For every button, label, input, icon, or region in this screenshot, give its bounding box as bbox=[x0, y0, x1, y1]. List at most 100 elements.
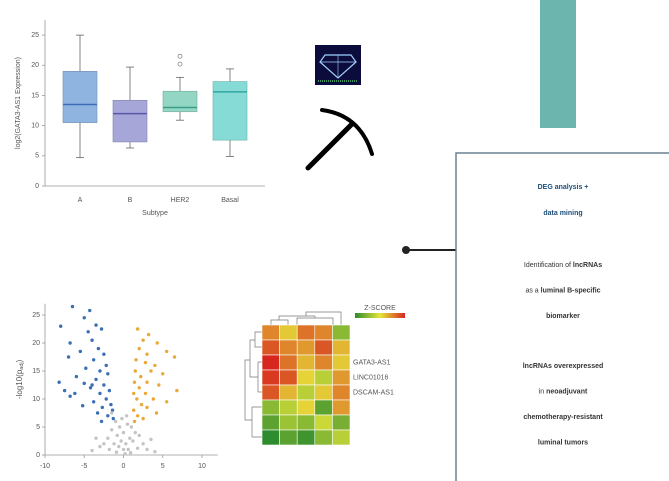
outlier bbox=[178, 54, 182, 58]
callout-bold: neoadjuvant bbox=[546, 388, 588, 395]
heatmap-cell bbox=[280, 385, 298, 400]
point bbox=[105, 397, 108, 400]
heatmap-cell bbox=[297, 325, 315, 340]
heatmap-cell bbox=[262, 355, 280, 370]
point bbox=[134, 369, 137, 372]
point bbox=[112, 417, 115, 420]
point bbox=[131, 439, 134, 442]
colorbar bbox=[355, 313, 405, 318]
callout-bold: lncRNAs overexpressed bbox=[523, 363, 604, 370]
y-axis-label-part: -log10(p bbox=[15, 369, 24, 399]
point bbox=[149, 369, 152, 372]
callout-line: Identification of lncRNAs bbox=[524, 262, 602, 269]
point bbox=[79, 350, 82, 353]
heatmap-cell bbox=[297, 385, 315, 400]
heatmap-cell bbox=[332, 355, 350, 370]
y-axis-label-part: adj bbox=[19, 362, 25, 369]
callout-line: in neoadjuvant bbox=[539, 388, 588, 395]
outlier bbox=[178, 62, 182, 66]
point bbox=[133, 381, 136, 384]
point bbox=[101, 406, 104, 409]
point bbox=[98, 445, 101, 448]
point bbox=[144, 392, 147, 395]
point bbox=[138, 386, 141, 389]
point bbox=[90, 339, 93, 342]
point bbox=[112, 442, 115, 445]
box bbox=[113, 100, 147, 142]
point bbox=[165, 400, 168, 403]
callout-bold: lncRNAs bbox=[573, 262, 602, 269]
point bbox=[155, 411, 158, 414]
heatmap-cell bbox=[262, 340, 280, 355]
callout-line: chemotherapy-resistant bbox=[523, 414, 603, 421]
point bbox=[120, 417, 123, 420]
box bbox=[213, 82, 247, 141]
point bbox=[157, 383, 160, 386]
row-label: LINC01016 bbox=[353, 374, 389, 381]
point bbox=[83, 382, 86, 385]
colorbar-label: Z-SCORE bbox=[364, 305, 396, 312]
teal-bar bbox=[540, 0, 576, 128]
callout-bold: luminal B-specific bbox=[541, 287, 601, 294]
y-tick-label: 25 bbox=[31, 32, 39, 39]
callout-bold: luminal tumors bbox=[538, 439, 588, 446]
callout-text: Identification of bbox=[524, 262, 573, 269]
y-tick-label: 20 bbox=[32, 340, 40, 347]
callout-heading: DEG analysis + bbox=[538, 184, 589, 191]
point bbox=[106, 437, 109, 440]
point bbox=[90, 449, 93, 452]
point bbox=[134, 431, 137, 434]
point bbox=[127, 448, 130, 451]
y-tick-label: 5 bbox=[35, 153, 39, 160]
heatmap-cell bbox=[332, 415, 350, 430]
heatmap-cell bbox=[332, 385, 350, 400]
point bbox=[153, 364, 156, 367]
heatmap-cell bbox=[280, 355, 298, 370]
callout-line: luminal tumors bbox=[538, 439, 588, 446]
heatmap-cell bbox=[297, 400, 315, 415]
point bbox=[126, 423, 129, 426]
heatmap-cell bbox=[315, 340, 333, 355]
point bbox=[119, 439, 122, 442]
y-axis-label-part: ) bbox=[15, 359, 24, 362]
point bbox=[110, 411, 113, 414]
heatmap-cell bbox=[280, 430, 298, 445]
point bbox=[140, 403, 143, 406]
connector bbox=[402, 246, 456, 254]
callout-line: lncRNAs overexpressed bbox=[523, 363, 604, 370]
x-tick-label: 0 bbox=[122, 463, 126, 470]
point bbox=[123, 452, 126, 455]
point bbox=[94, 437, 97, 440]
y-tick-label: 15 bbox=[32, 368, 40, 375]
heatmap-cell bbox=[297, 355, 315, 370]
heatmap-cell bbox=[332, 370, 350, 385]
heatmap-cell bbox=[262, 430, 280, 445]
point bbox=[100, 327, 103, 330]
point bbox=[92, 400, 95, 403]
y-axis-label: -log10(padj) bbox=[15, 359, 25, 399]
point bbox=[63, 389, 66, 392]
heatmap-cell bbox=[315, 415, 333, 430]
x-tick-label: Basal bbox=[221, 197, 239, 204]
point bbox=[134, 358, 137, 361]
point bbox=[88, 309, 91, 312]
point bbox=[115, 451, 118, 454]
row-label: GATA3-AS1 bbox=[353, 359, 391, 366]
point bbox=[83, 316, 86, 319]
point bbox=[86, 330, 89, 333]
y-tick-label: 0 bbox=[36, 452, 40, 459]
heatmap-cell bbox=[332, 430, 350, 445]
point bbox=[68, 341, 71, 344]
point bbox=[71, 305, 74, 308]
y-tick-label: 10 bbox=[32, 396, 40, 403]
point bbox=[144, 361, 147, 364]
box bbox=[163, 91, 197, 112]
figure: 0510152025log2(GATA3-AS1 Expression)Subt… bbox=[0, 0, 669, 481]
point bbox=[90, 383, 93, 386]
pickaxe-icon bbox=[308, 110, 372, 168]
point bbox=[116, 434, 119, 437]
point bbox=[114, 420, 117, 423]
heatmap-cell bbox=[262, 325, 280, 340]
point bbox=[68, 395, 71, 398]
point bbox=[173, 355, 176, 358]
